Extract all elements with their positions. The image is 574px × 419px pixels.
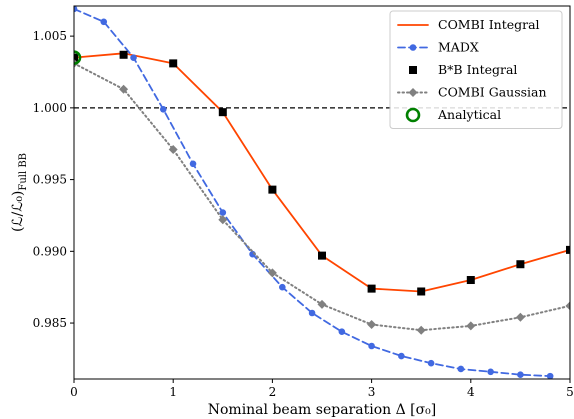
x-tick-label: 2 bbox=[269, 385, 277, 399]
series-group bbox=[74, 6, 570, 379]
data-point bbox=[367, 284, 376, 293]
y-tick-label: 0.990 bbox=[33, 244, 67, 258]
legend-marker bbox=[405, 107, 421, 123]
data-point bbox=[515, 312, 525, 322]
legend-label: Analytical bbox=[437, 107, 501, 122]
y-axis-label-subscript: Full BB bbox=[18, 153, 29, 191]
data-point bbox=[218, 108, 227, 117]
data-point bbox=[517, 371, 524, 378]
data-point bbox=[466, 321, 476, 331]
data-point bbox=[219, 209, 227, 216]
data-point bbox=[417, 287, 426, 296]
data-point bbox=[317, 299, 327, 309]
x-tick-label: 3 bbox=[368, 385, 376, 399]
data-point bbox=[74, 50, 82, 65]
data-point bbox=[308, 309, 316, 317]
data-point bbox=[367, 319, 377, 329]
plot-frame bbox=[73, 5, 571, 380]
data-point bbox=[100, 18, 108, 26]
data-point bbox=[130, 54, 137, 61]
y-axis-label-main: (ℒ/ℒ₀) bbox=[10, 191, 26, 232]
data-point bbox=[546, 372, 554, 379]
x-tick-label: 1 bbox=[169, 385, 177, 399]
data-point bbox=[169, 59, 178, 68]
legend-label: B*B Integral bbox=[438, 62, 517, 77]
data-point bbox=[267, 268, 277, 278]
legend: COMBI Integral MADX B*B Integral COMBI Gaus… bbox=[389, 10, 563, 129]
data-point bbox=[416, 325, 426, 335]
y-tick-label: 1.000 bbox=[33, 101, 67, 115]
legend-label: COMBI Integral bbox=[438, 17, 540, 32]
y-axis-label: (ℒ/ℒ₀)Full BB bbox=[10, 153, 29, 232]
data-point bbox=[398, 352, 405, 360]
data-point bbox=[566, 245, 570, 254]
plot-area bbox=[74, 6, 570, 379]
y-tick-label: 0.995 bbox=[33, 173, 67, 187]
data-point bbox=[74, 53, 78, 62]
y-tick-label: 0.985 bbox=[33, 316, 67, 330]
data-point bbox=[119, 50, 128, 59]
data-point bbox=[318, 251, 326, 260]
data-point bbox=[74, 6, 78, 13]
data-point bbox=[516, 260, 525, 269]
data-point bbox=[457, 365, 465, 373]
data-point bbox=[159, 105, 167, 113]
x-tick-label: 4 bbox=[467, 385, 475, 399]
data-point bbox=[279, 283, 286, 291]
legend-marker bbox=[408, 88, 418, 97]
data-point bbox=[268, 185, 277, 194]
y-tick-label: 1.005 bbox=[33, 29, 67, 43]
data-point bbox=[565, 301, 570, 311]
legend-marker bbox=[409, 44, 417, 51]
data-point bbox=[189, 160, 197, 168]
data-point bbox=[218, 215, 228, 225]
data-point bbox=[466, 276, 475, 285]
data-point bbox=[119, 84, 129, 94]
data-point bbox=[168, 144, 178, 154]
data-point bbox=[487, 368, 494, 376]
legend-label: MADX bbox=[438, 40, 479, 55]
x-axis-label: Nominal beam separation Δ [σ₀] bbox=[208, 402, 437, 418]
data-point bbox=[368, 342, 375, 350]
x-tick-label: 5 bbox=[566, 385, 574, 399]
legend-label: COMBI Gaussian bbox=[438, 85, 547, 100]
data-point bbox=[427, 359, 435, 367]
legend-marker bbox=[409, 66, 417, 74]
data-point bbox=[338, 328, 346, 335]
x-tick-label: 0 bbox=[70, 385, 78, 399]
legend-box bbox=[389, 10, 563, 129]
axis-ticks: 0 1 2 3 4 5 0.985 0.990 0.995 1.000 1.005 bbox=[33, 29, 574, 399]
